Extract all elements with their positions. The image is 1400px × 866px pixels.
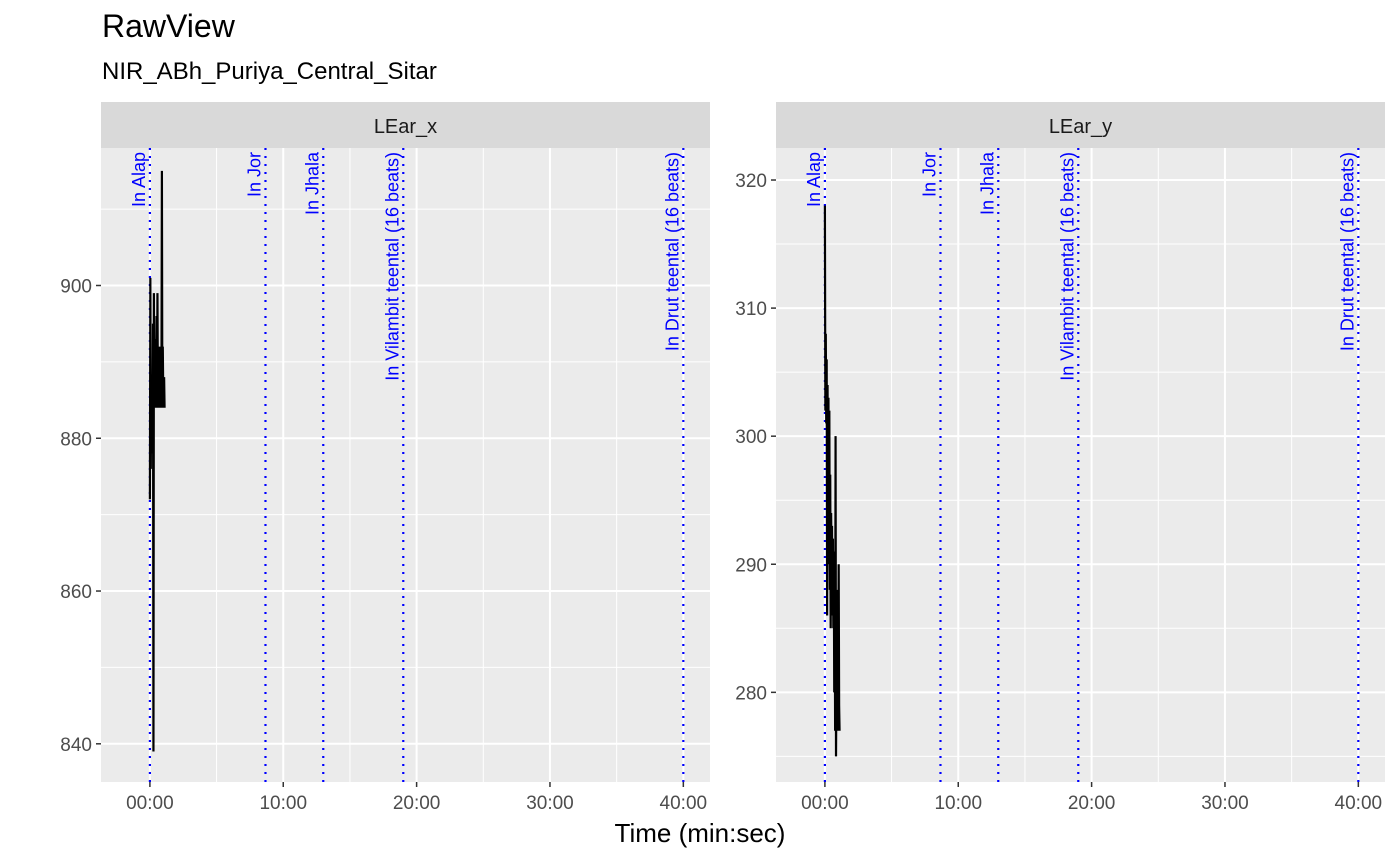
panel-2-annotation-label: In Alap — [804, 152, 824, 207]
panel-1-annotation-label: In Jhala — [302, 151, 322, 215]
panel-2-annotation-label: In Jhala — [977, 151, 997, 215]
panel-1-x-tick-label: 10:00 — [259, 793, 307, 814]
panel-1-annotation-label: In Drut teental (16 beats) — [662, 152, 682, 351]
panel-1-y-tick-label: 840 — [60, 735, 92, 756]
panel-1-strip-label: LEar_x — [374, 116, 437, 138]
panel-2-strip-label: LEar_y — [1049, 116, 1112, 138]
panel-1-y-tick-label: 900 — [60, 276, 92, 297]
panel-1-x-tick-label: 30:00 — [526, 793, 574, 814]
panel-2-annotation-label: In Vilambit teental (16 beats) — [1057, 152, 1077, 381]
panel-1-annotation-label: In Vilambit teental (16 beats) — [382, 152, 402, 381]
panel-2-annotation-label: In Jor — [919, 152, 939, 197]
panel-1-background — [101, 148, 710, 782]
panel-2-background — [776, 148, 1385, 782]
panel-2-y-tick-label: 310 — [735, 299, 767, 320]
panel-1-x-tick-label: 00:00 — [126, 793, 174, 814]
chart-title: RawView — [102, 8, 235, 44]
panel-2-x-tick-label: 20:00 — [1068, 793, 1116, 814]
panel-2-x-tick-label: 10:00 — [934, 793, 982, 814]
chart-subtitle: NIR_ABh_Puriya_Central_Sitar — [102, 58, 437, 85]
panel-1-series-line — [148, 170, 166, 752]
panel-1-annotation-label: In Alap — [129, 152, 149, 207]
panel-2-y-tick-label: 290 — [735, 555, 767, 576]
panel-2-x-tick-label: 30:00 — [1201, 793, 1249, 814]
panel-2-x-tick-label: 00:00 — [801, 793, 849, 814]
panel-1-y-tick-label: 880 — [60, 429, 92, 450]
x-axis-label: Time (min:sec) — [614, 818, 786, 848]
panel-1-x-tick-label: 40:00 — [660, 793, 708, 814]
panel-1-x-tick-label: 20:00 — [393, 793, 441, 814]
panel-2-series-line — [823, 205, 841, 757]
panel-2-strip — [776, 102, 1385, 148]
panel-1-strip — [101, 102, 710, 148]
panel-2-y-tick-label: 280 — [735, 683, 767, 704]
panel-2-y-tick-label: 300 — [735, 427, 767, 448]
panel-1-annotation-label: In Jor — [244, 152, 264, 197]
panel-2-y-tick-label: 320 — [735, 171, 767, 192]
panel-1-y-tick-label: 860 — [60, 582, 92, 603]
panel-2-x-tick-label: 40:00 — [1335, 793, 1383, 814]
panel-2-annotation-label: In Drut teental (16 beats) — [1337, 152, 1357, 351]
